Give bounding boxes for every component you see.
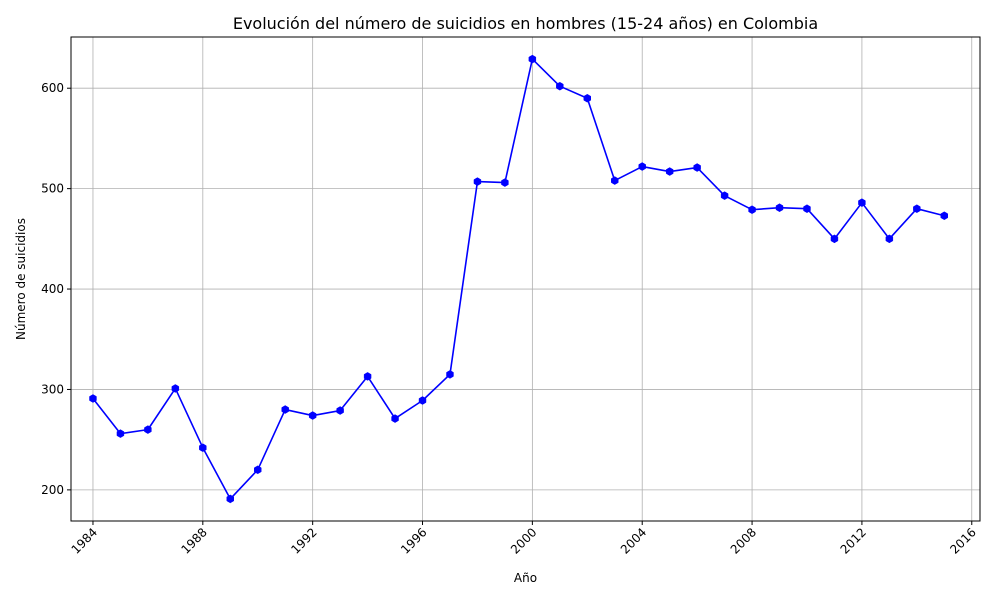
data-point: [556, 81, 564, 91]
x-axis-label: Año: [514, 571, 537, 585]
data-point: [89, 394, 97, 403]
data-point: [693, 163, 701, 172]
data-point: [144, 425, 152, 434]
data-point: [775, 203, 784, 212]
data-point: [363, 372, 372, 381]
data-point: [501, 178, 509, 187]
plot-frame: [70, 36, 981, 522]
data-point: [116, 429, 125, 438]
data-point: [254, 465, 262, 475]
y-tick-label: 200: [41, 483, 64, 497]
y-tick-label: 400: [41, 282, 64, 296]
data-point: [748, 205, 756, 214]
y-tick-label: 300: [41, 382, 64, 396]
data-point: [665, 167, 674, 176]
data-point: [638, 162, 646, 171]
data-point: [418, 396, 427, 405]
data-point: [308, 411, 317, 420]
data-point: [830, 234, 839, 244]
data-series: [89, 54, 949, 504]
data-point: [391, 414, 399, 423]
data-point: [171, 384, 180, 393]
data-point: [446, 370, 454, 379]
data-point: [611, 176, 619, 185]
data-point: [885, 234, 894, 244]
chart-title: Evolución del número de suicidios en hom…: [233, 14, 818, 33]
y-axis-label: Número de suicidios: [14, 218, 28, 340]
data-point: [583, 93, 591, 103]
data-point: [281, 405, 289, 414]
data-point: [199, 443, 207, 452]
data-point: [336, 406, 344, 415]
data-point: [720, 191, 729, 200]
data-point: [913, 204, 921, 213]
data-point: [226, 494, 234, 504]
data-point: [940, 211, 949, 221]
data-point: [803, 204, 811, 213]
series-line: [92, 58, 945, 500]
data-point: [528, 54, 537, 64]
y-tick-label: 500: [41, 182, 64, 196]
data-point: [858, 198, 866, 207]
y-tick-label: 600: [41, 81, 64, 95]
data-point: [473, 177, 482, 186]
